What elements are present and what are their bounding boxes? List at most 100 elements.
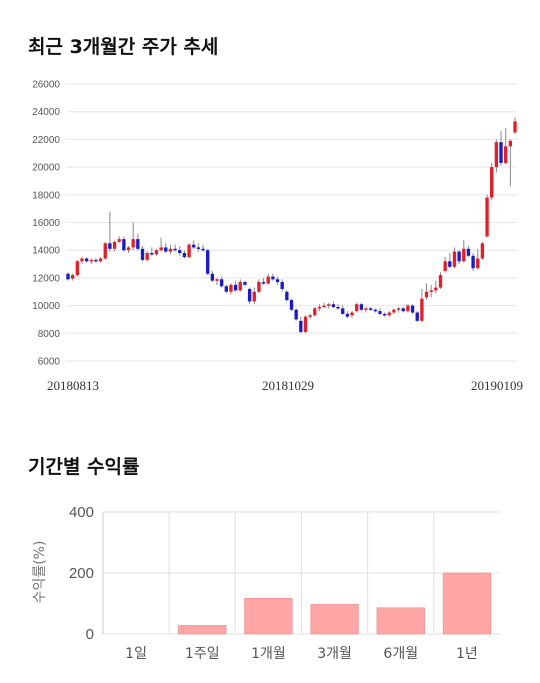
candle <box>396 306 401 313</box>
candle-body-down <box>373 309 377 312</box>
candle <box>103 241 107 260</box>
candle <box>457 250 461 265</box>
candle <box>89 258 93 265</box>
candle <box>108 211 112 252</box>
candle <box>243 280 247 287</box>
price-y-tick-label: 18000 <box>32 190 60 201</box>
candle-body-down <box>196 247 201 249</box>
candle <box>173 244 177 252</box>
candle-body-up <box>103 243 107 259</box>
candle-body-down <box>280 282 284 289</box>
candle-body-down <box>331 304 336 307</box>
candle-body-down <box>457 251 461 262</box>
candle <box>126 246 131 253</box>
candle-body-down <box>164 247 168 252</box>
candle <box>192 240 196 249</box>
candle-body-down <box>368 308 373 310</box>
price-y-tick-label: 26000 <box>32 80 60 91</box>
candle-body-down <box>359 304 364 310</box>
candle <box>285 290 289 302</box>
returns-y-tick-label: 200 <box>69 565 94 582</box>
price-y-tick-label: 24000 <box>32 107 60 118</box>
price-y-tick-label: 6000 <box>38 357 61 368</box>
candle <box>345 311 350 319</box>
candle-body-up <box>355 304 359 312</box>
price-candles <box>66 117 517 334</box>
candle-body-up <box>485 197 489 237</box>
candle-body-up <box>257 282 261 292</box>
price-y-tick-label: 8000 <box>38 329 61 340</box>
returns-category-label: 1개월 <box>251 646 286 662</box>
candle-body-up <box>396 308 401 310</box>
candle <box>238 279 242 292</box>
returns-bar <box>310 604 359 635</box>
candle <box>252 287 256 305</box>
candle-body-down <box>378 311 382 314</box>
candle-body-up <box>438 275 443 288</box>
candle-body-up <box>75 261 79 276</box>
candle <box>187 243 191 259</box>
candle-body-down <box>173 248 177 251</box>
candle <box>420 288 424 323</box>
candle-body-up <box>508 140 513 147</box>
candle <box>303 315 308 334</box>
candle-body-down <box>271 276 275 280</box>
candle-body-down <box>178 250 182 253</box>
candle-body-down <box>466 248 471 256</box>
candle <box>178 246 182 256</box>
returns-category-label: 1일 <box>125 646 147 662</box>
candle <box>136 233 140 251</box>
price-y-axis: 6000 8000 10000 12000 14000 16000 18000 20000 22… <box>32 80 60 368</box>
candle <box>373 308 377 313</box>
candle-body-up <box>154 250 159 255</box>
candle-body-up <box>490 167 494 198</box>
candle <box>66 272 70 281</box>
candle <box>168 244 173 255</box>
returns-y-tick-label: 0 <box>86 626 94 643</box>
candle <box>206 248 210 276</box>
candle-body-down <box>243 282 247 285</box>
candle-body-up <box>80 258 84 262</box>
candle <box>341 305 345 316</box>
candle-body-up <box>70 275 75 279</box>
candle <box>308 313 312 320</box>
candle-body-up <box>504 146 508 163</box>
candle-body-up <box>89 259 93 262</box>
candle-body-down <box>136 239 140 249</box>
candle <box>494 139 499 173</box>
candle <box>280 279 284 292</box>
candle <box>317 304 322 312</box>
candle <box>378 308 382 316</box>
candle-body-down <box>341 308 345 314</box>
candle-body-down <box>122 239 126 251</box>
candle-body-up <box>462 248 466 262</box>
candle-body-down <box>219 279 224 287</box>
candle-body-up <box>303 316 308 332</box>
candle-body-up <box>406 305 410 312</box>
candle-body-up <box>443 261 447 271</box>
returns-chart-title: 기간별 수익률 <box>28 456 140 478</box>
candle <box>466 246 471 258</box>
candle <box>257 279 261 294</box>
candle-body-down <box>84 258 89 262</box>
candle <box>327 302 331 309</box>
candle <box>368 306 373 312</box>
candle <box>443 257 447 273</box>
returns-x-axis: 1일 1주일 1개월 3개월 6개월 1년 <box>125 646 478 662</box>
candle <box>448 252 452 269</box>
candle-body-down <box>224 286 228 292</box>
candle-body-up <box>392 309 396 313</box>
candle <box>182 250 187 259</box>
candle <box>452 247 457 269</box>
candle <box>331 301 336 309</box>
candle <box>471 252 475 271</box>
returns-gridlines <box>102 511 500 635</box>
candle <box>299 316 303 334</box>
candle <box>476 248 480 270</box>
price-y-tick-label: 12000 <box>32 273 60 284</box>
candle <box>401 306 405 313</box>
candle <box>513 117 517 134</box>
price-y-tick-label: 10000 <box>32 301 60 312</box>
price-y-tick-label: 14000 <box>32 246 60 257</box>
candle <box>164 243 168 253</box>
